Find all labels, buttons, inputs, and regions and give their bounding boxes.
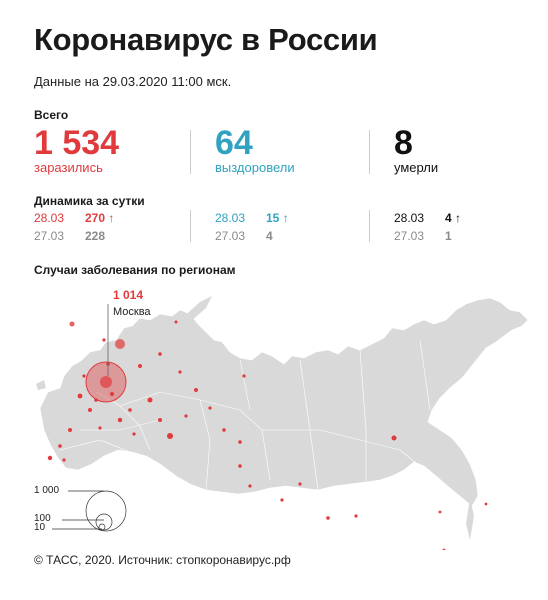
dynamics-label: Динамика за сутки (34, 194, 145, 208)
size-legend (52, 490, 127, 532)
recovered-total: 64 (215, 124, 253, 162)
dyn-infected-today-date: 28.03 (34, 211, 65, 225)
dyn-died-prev-value: 1 (445, 229, 452, 243)
arrow-up-icon: ↑ (108, 211, 115, 225)
dyn-died-prev-date: 27.03 (394, 229, 425, 243)
arrow-up-icon: ↑ (455, 211, 462, 225)
infected-total: 1 534 (34, 124, 120, 162)
legend-label-10: 10 (34, 522, 46, 533)
dyn-infected-prev-value: 228 (85, 229, 106, 243)
footer-source: © ТАСС, 2020. Источник: стопкоронавирус.… (34, 553, 291, 567)
dyn-infected-today-value: 270 ↑ (85, 211, 114, 225)
divider (190, 130, 191, 174)
moscow-label: Москва (113, 306, 151, 318)
dyn-recovered-today-value: 15 ↑ (266, 211, 289, 225)
died-label: умерли (394, 160, 439, 175)
dyn-recovered-today-number: 15 (266, 211, 280, 225)
sakhalin (466, 498, 474, 540)
dyn-recovered-prev-date: 27.03 (215, 229, 246, 243)
recovered-label: выздоровели (215, 160, 295, 175)
page-title: Коронавирус в России (34, 22, 378, 57)
dyn-died-today-number: 4 (445, 211, 452, 225)
kaliningrad (36, 380, 46, 390)
divider (369, 210, 370, 242)
arrow-up-icon: ↑ (282, 211, 289, 225)
moscow-value: 1 014 (113, 288, 144, 302)
dyn-recovered-today-date: 28.03 (215, 211, 246, 225)
spb-marker (115, 339, 125, 349)
legend-label-100: 100 (34, 513, 51, 524)
russia-map (36, 296, 529, 550)
dyn-infected-prev-date: 27.03 (34, 229, 65, 243)
date-line: Данные на 29.03.2020 11:00 мск. (34, 74, 232, 89)
died-total: 8 (394, 124, 413, 162)
dyn-infected-today-number: 270 (85, 211, 106, 225)
regions-title: Случаи заболевания по регионам (34, 263, 236, 277)
divider (190, 210, 191, 242)
region-borders (59, 339, 431, 491)
infected-label: заразились (34, 160, 103, 175)
novaya-zemlya (180, 296, 212, 322)
case-markers (47, 320, 488, 550)
dyn-died-today-value: 4 ↑ (445, 211, 461, 225)
legend-label-1000: 1 000 (34, 485, 60, 496)
divider (369, 130, 370, 174)
dyn-recovered-prev-value: 4 (266, 229, 273, 243)
dyn-died-today-date: 28.03 (394, 211, 425, 225)
total-label: Всего (34, 108, 69, 122)
